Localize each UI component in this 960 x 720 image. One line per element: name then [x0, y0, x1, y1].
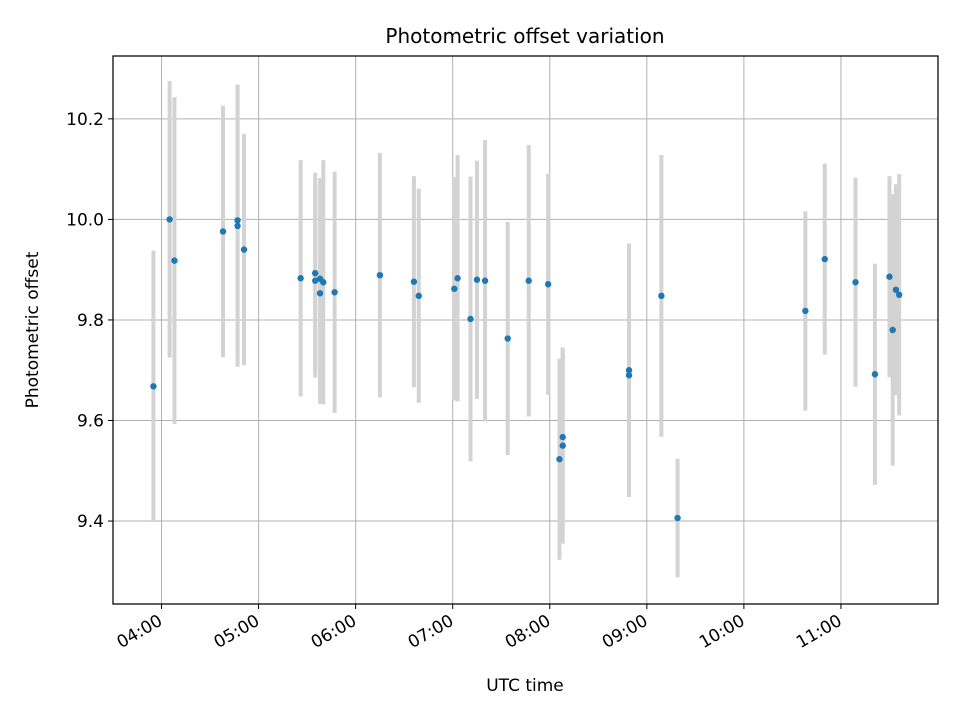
data-point: [481, 277, 489, 284]
data-point: [467, 315, 474, 323]
data-point: [451, 285, 458, 292]
y-tick-label: 9.4: [77, 512, 104, 532]
data-point: [802, 307, 809, 315]
y-axis: 9.4 9.6 9.8 10.0 10.2: [66, 110, 113, 532]
data-points: [150, 216, 903, 522]
data-point: [544, 281, 552, 288]
data-point: [331, 289, 338, 296]
data-point: [625, 372, 633, 379]
data-point: [171, 257, 178, 264]
data-point: [559, 433, 566, 441]
data-point: [320, 279, 327, 286]
data-point: [821, 255, 828, 263]
data-point: [219, 228, 227, 235]
data-point: [871, 371, 879, 378]
data-point: [559, 442, 566, 449]
x-axis-label: UTC time: [486, 676, 564, 696]
data-point: [166, 216, 173, 223]
y-tick-label: 10.0: [66, 210, 104, 230]
data-point: [473, 276, 481, 283]
data-point: [852, 279, 859, 286]
y-tick-label: 10.2: [66, 110, 104, 130]
data-point: [312, 277, 319, 284]
data-point: [895, 291, 903, 299]
data-point: [234, 222, 241, 230]
data-point: [410, 278, 418, 285]
y-tick-label: 9.6: [77, 411, 104, 431]
data-point: [454, 275, 461, 282]
data-point: [376, 272, 384, 279]
data-point: [658, 292, 665, 300]
data-point: [892, 286, 900, 293]
data-point: [297, 275, 304, 282]
data-point: [415, 292, 422, 300]
data-point: [240, 246, 248, 253]
data-point: [234, 217, 241, 224]
y-tick-label: 9.8: [77, 311, 104, 331]
data-point: [889, 326, 896, 334]
y-axis-label: Photometric offset: [23, 251, 43, 408]
chart-title: Photometric offset variation: [385, 24, 664, 48]
plot-frame: [112, 55, 939, 605]
data-point: [504, 335, 511, 342]
data-point: [674, 514, 681, 522]
data-point: [525, 277, 532, 284]
data-point: [886, 273, 893, 280]
data-point: [556, 456, 563, 463]
data-point: [625, 367, 633, 374]
data-point: [312, 269, 319, 277]
data-point: [316, 290, 324, 297]
data-point: [150, 383, 157, 390]
